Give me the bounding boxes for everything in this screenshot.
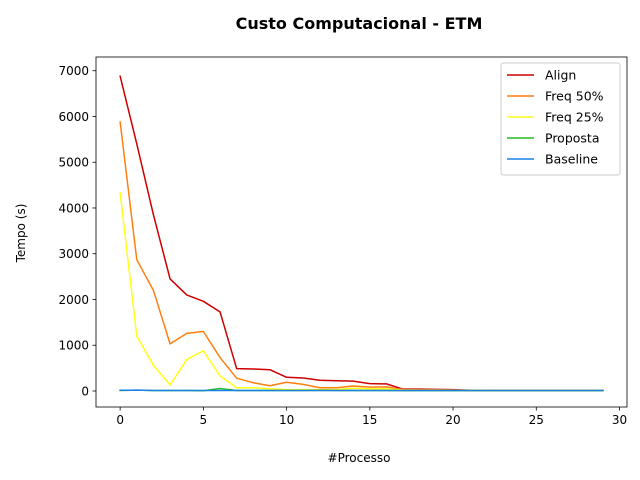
y-tick-label: 7000 [58,64,89,78]
x-tick-label: 15 [362,413,377,427]
x-tick-label: 25 [529,413,544,427]
legend-label-baseline: Baseline [545,152,598,167]
y-tick-label: 1000 [58,339,89,353]
y-tick-label: 0 [81,384,89,398]
x-tick-label: 5 [200,413,208,427]
legend-label-freq-25-: Freq 25% [545,110,604,125]
x-tick-label: 20 [445,413,460,427]
x-tick-label: 30 [612,413,627,427]
legend-label-proposta: Proposta [545,131,600,146]
y-axis-label: Tempo (s) [14,204,28,264]
y-tick-label: 3000 [58,247,89,261]
legend-label-align: Align [545,68,576,83]
chart-title: Custo Computacional - ETM [236,14,483,33]
x-tick-label: 10 [279,413,294,427]
legend-box [500,62,621,176]
legend: Align Freq 50% Freq 25% Proposta Baseline [500,62,621,176]
x-axis-label: #Processo [328,451,391,465]
legend-label-freq-50-: Freq 50% [545,89,604,104]
x-tick-label: 0 [116,413,124,427]
plot-area: 0 5 10 15 20 25 30 0 1000 2000 3000 4000 5000 6000 700… [58,56,628,427]
y-tick-label: 4000 [58,201,89,215]
y-tick-label: 6000 [58,110,89,124]
y-tick-label: 2000 [58,293,89,307]
y-tick-label: 5000 [58,156,89,170]
plot-frame [95,56,628,408]
